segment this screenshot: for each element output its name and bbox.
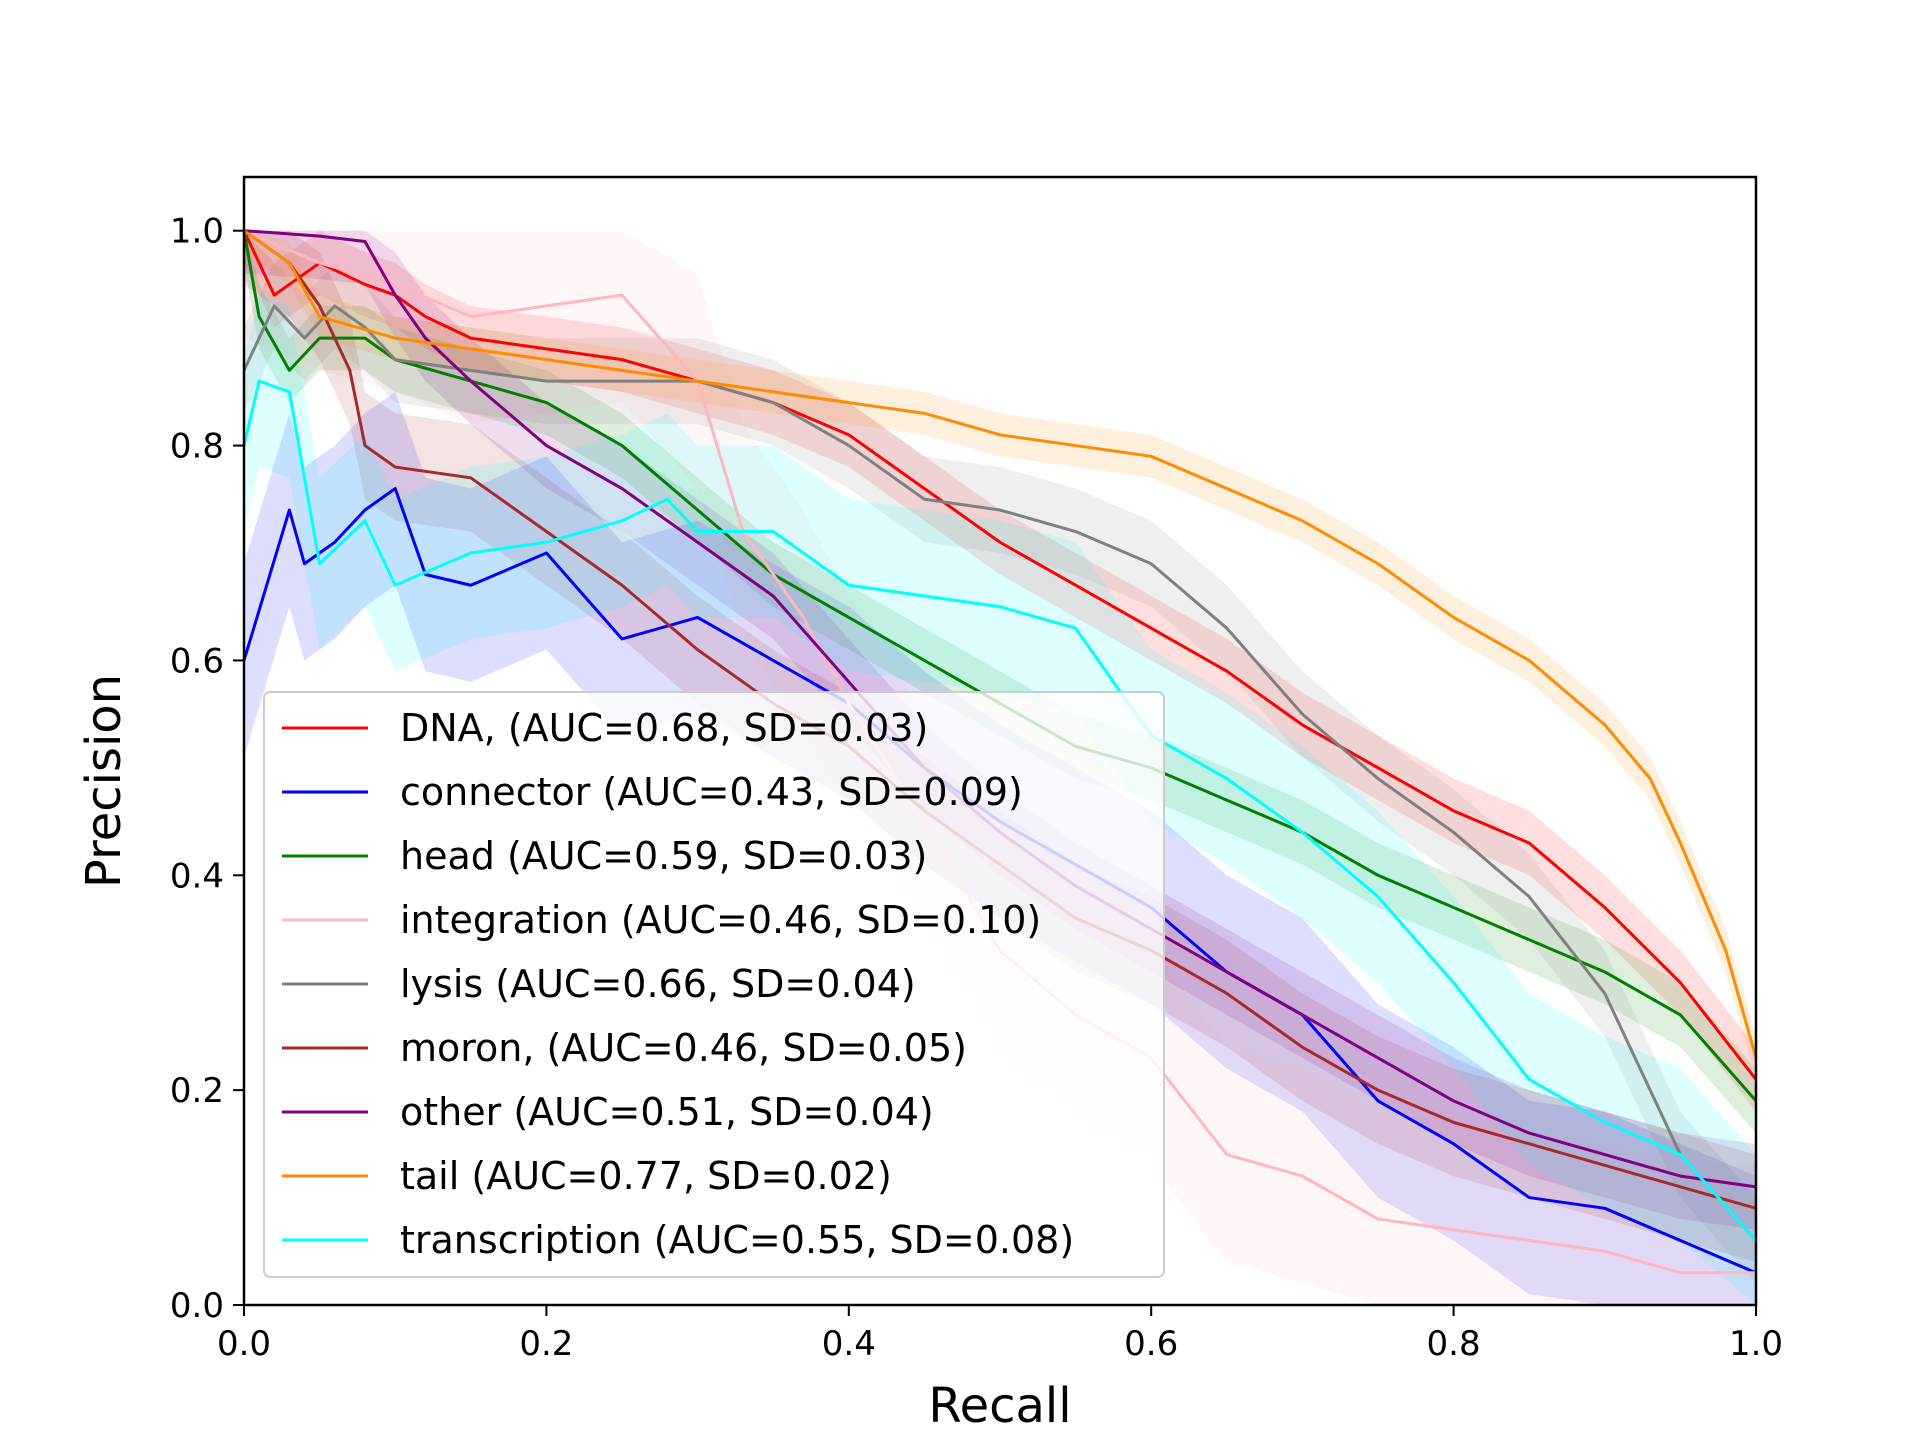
y-tick-label-1: 0.2 [170,1071,224,1111]
x-tick-label-0: 0.0 [217,1324,271,1364]
x-tick-label-4: 0.8 [1427,1324,1481,1364]
sd-band-8 [244,295,1756,1306]
legend-label-1: connector (AUC=0.43, SD=0.09) [400,770,1023,814]
series-line-4 [242,304,1758,1242]
sd-band-4 [244,262,1756,1284]
x-axis-label: Recall [928,1378,1071,1434]
series-line-8 [242,379,1758,1242]
plot-frame [242,175,1758,1307]
x-tick-label-1: 0.2 [519,1324,573,1364]
series-line-2 [242,230,1758,1102]
legend-label-6: other (AUC=0.51, SD=0.04) [400,1090,934,1134]
sd-band-0 [244,230,1756,1112]
series-line-0 [242,230,1758,1081]
y-tick-label-4: 0.8 [170,427,224,467]
legend-label-8: transcription (AUC=0.55, SD=0.08) [400,1218,1074,1262]
legend-label-2: head (AUC=0.59, SD=0.03) [400,834,927,878]
axes: 0.0 0.2 0.4 0.6 0.8 1.0 0.0 0.2 0.4 0.6 0.8 1.0 [170,175,1783,1364]
x-tick-label-5: 1.0 [1729,1324,1783,1364]
y-tick-label-2: 0.4 [170,856,224,896]
sd-band-2 [244,230,1756,1134]
legend-label-3: integration (AUC=0.46, SD=0.10) [400,898,1041,942]
legend: DNA, (AUC=0.68, SD=0.03) connector (AUC=0… [263,691,1165,1278]
y-tick-label-3: 0.6 [170,641,224,681]
legend-label-0: DNA, (AUC=0.68, SD=0.03) [400,706,928,750]
y-axis-label: Precision [76,674,132,888]
sd-band-6 [244,230,1756,1230]
y-tick-label-0: 0.0 [170,1286,224,1326]
legend-box [263,691,1165,1278]
x-tick-label-2: 0.4 [822,1324,876,1364]
legend-label-4: lysis (AUC=0.66, SD=0.04) [400,962,916,1006]
x-tick-label-3: 0.6 [1124,1324,1178,1364]
y-tick-label-5: 1.0 [170,212,224,252]
legend-label-7: tail (AUC=0.77, SD=0.02) [400,1154,892,1198]
series-line-7 [243,229,1758,1059]
legend-label-5: moron, (AUC=0.46, SD=0.05) [400,1026,967,1070]
sd-band-5 [244,230,1756,1263]
